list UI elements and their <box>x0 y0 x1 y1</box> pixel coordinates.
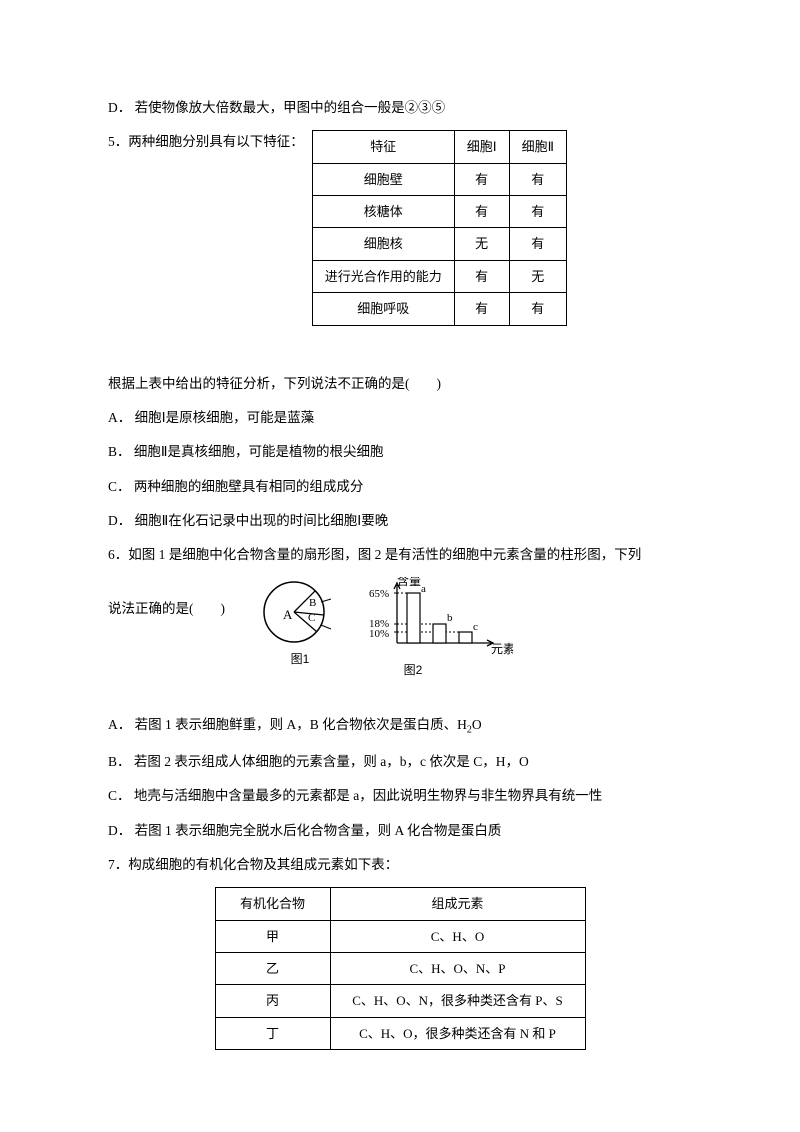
q5-th-1: 细胞Ⅰ <box>454 131 509 163</box>
svg-text:A: A <box>283 607 293 622</box>
table-row: 乙C、H、O、N、P <box>215 952 585 984</box>
q5-th-2: 细胞Ⅱ <box>509 131 566 163</box>
spacer <box>108 326 692 372</box>
q5-option-d: D． 细胞Ⅱ在化石记录中出现的时间比细胞Ⅰ要晚 <box>108 509 692 533</box>
q5-stem: 5．两种细胞分别具有以下特征： <box>108 130 304 154</box>
q6-figures: A B C 图1 含量 <box>229 577 513 681</box>
fig2-label: 图2 <box>363 660 463 682</box>
table-row: 特征 细胞Ⅰ 细胞Ⅱ <box>312 131 566 163</box>
q5-table: 特征 细胞Ⅰ 细胞Ⅱ 细胞壁有有 核糖体有有 细胞核无有 进行光合作用的能力有无… <box>312 130 567 325</box>
q4-option-d: D． 若使物像放大倍数最大，甲图中的组合一般是②③⑤ <box>108 96 692 120</box>
q6-stem-2: 说法正确的是( ) <box>108 577 225 621</box>
table-row: 有机化合物 组成元素 <box>215 888 585 920</box>
svg-text:a: a <box>421 583 426 595</box>
q7-stem: 7．构成细胞的有机化合物及其组成元素如下表： <box>108 853 692 877</box>
q5-option-b: B． 细胞Ⅱ是真核细胞，可能是植物的根尖细胞 <box>108 440 692 464</box>
svg-text:C: C <box>308 612 315 624</box>
fig1-label: 图1 <box>259 649 341 671</box>
pie-icon: A B C <box>259 577 341 647</box>
q6-option-b: B． 若图 2 表示组成人体细胞的元素含量，则 a，b，c 依次是 C，H，O <box>108 750 692 774</box>
q6-stem-1: 6．如图 1 是细胞中化合物含量的扇形图，图 2 是有活性的细胞中元素含量的柱形… <box>108 543 692 567</box>
q6-option-c: C． 地壳与活细胞中含量最多的元素都是 a，因此说明生物界与非生物界具有统一性 <box>108 784 692 808</box>
svg-text:B: B <box>309 597 316 609</box>
bar-icon: 含量 65% 18% 10% a b <box>363 577 513 655</box>
q7-table: 有机化合物 组成元素 甲C、H、O 乙C、H、O、N、P 丙C、H、O、N，很多… <box>215 887 586 1050</box>
q5-block: 5．两种细胞分别具有以下特征： 特征 细胞Ⅰ 细胞Ⅱ 细胞壁有有 核糖体有有 细… <box>108 130 692 325</box>
pie-chart: A B C 图1 <box>259 577 341 671</box>
table-row: 核糖体有有 <box>312 196 566 228</box>
q6-option-d: D． 若图 1 表示细胞完全脱水后化合物含量，则 A 化合物是蛋白质 <box>108 819 692 843</box>
table-row: 丁C、H、O，很多种类还含有 N 和 P <box>215 1017 585 1049</box>
svg-text:b: b <box>447 612 453 624</box>
q5-th-0: 特征 <box>312 131 454 163</box>
bar-chart: 含量 65% 18% 10% a b <box>363 577 513 681</box>
spacer <box>108 681 692 713</box>
table-row: 甲C、H、O <box>215 920 585 952</box>
table-row: 细胞呼吸有有 <box>312 293 566 325</box>
q5-lead: 根据上表中给出的特征分析，下列说法不正确的是( ) <box>108 372 692 396</box>
svg-text:c: c <box>473 621 478 633</box>
q5-option-c: C． 两种细胞的细胞壁具有相同的组成成分 <box>108 475 692 499</box>
table-row: 进行光合作用的能力有无 <box>312 260 566 292</box>
page: D． 若使物像放大倍数最大，甲图中的组合一般是②③⑤ 5．两种细胞分别具有以下特… <box>0 0 800 1132</box>
svg-text:10%: 10% <box>369 628 389 640</box>
svg-text:含量: 含量 <box>397 577 421 588</box>
svg-text:元素: 元素 <box>491 642 513 655</box>
q6-figure-row: 说法正确的是( ) A B C 图1 <box>108 577 692 681</box>
svg-text:65%: 65% <box>369 588 389 600</box>
table-row: 细胞核无有 <box>312 228 566 260</box>
table-row: 丙C、H、O、N，很多种类还含有 P、S <box>215 985 585 1017</box>
table-row: 细胞壁有有 <box>312 163 566 195</box>
q6-option-a: A． 若图 1 表示细胞鲜重，则 A，B 化合物依次是蛋白质、H2O <box>108 713 692 740</box>
q5-option-a: A． 细胞Ⅰ是原核细胞，可能是蓝藻 <box>108 406 692 430</box>
